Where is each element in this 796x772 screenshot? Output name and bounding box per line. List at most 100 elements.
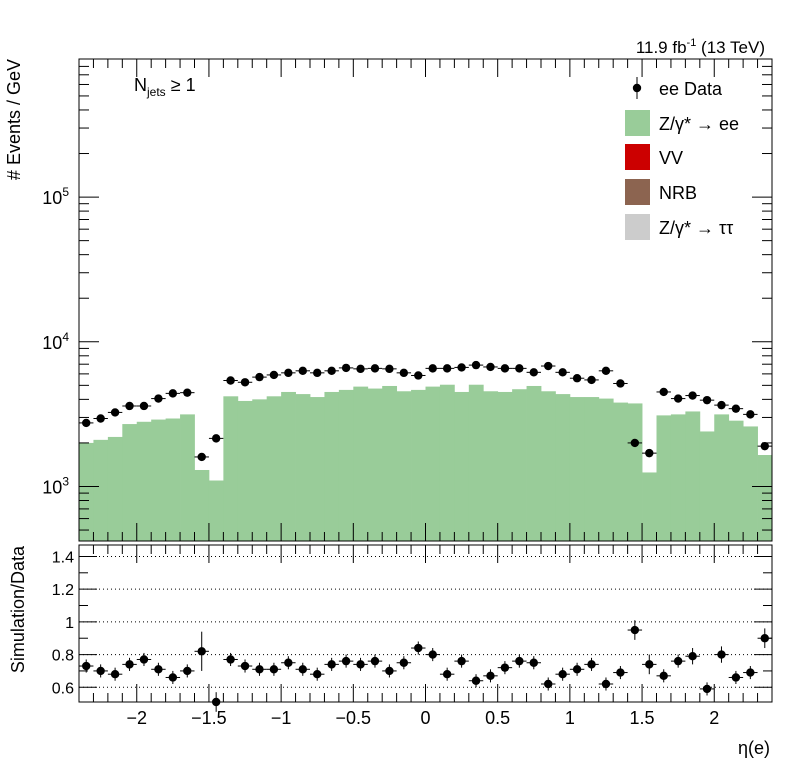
- x-axis-label: η(e): [738, 738, 770, 758]
- mc-bar: [569, 397, 585, 541]
- data-point: [269, 370, 279, 380]
- data-point: [471, 360, 481, 370]
- ratio-point: [414, 643, 423, 653]
- ratio-point: [746, 668, 755, 677]
- data-point: [746, 410, 755, 419]
- mc-bar: [743, 426, 758, 541]
- ratio-point: [385, 666, 394, 676]
- mc-bar: [584, 397, 600, 541]
- mc-bar: [324, 391, 340, 541]
- ratio-y-tick-label: 0.8: [52, 648, 74, 665]
- y-tick-label: 104: [42, 330, 69, 353]
- mc-bar: [699, 431, 715, 541]
- ratio-tick-labels: 0.6 0.8 1 1.2 1.4 −2 −1.5 −1 −0.5 0 0.5 1 1.5 2: [52, 549, 720, 728]
- data-point: [110, 408, 120, 417]
- data-point: [760, 441, 769, 451]
- ratio-point: [197, 647, 206, 656]
- data-point: [558, 368, 567, 377]
- ratio-point: [255, 665, 264, 674]
- mc-bar: [93, 439, 109, 541]
- data-point: [616, 379, 625, 388]
- mc-bar: [526, 385, 542, 541]
- ratio-point: [313, 669, 322, 679]
- mc-bar: [670, 414, 686, 541]
- y-tick-label-exponent: 4: [62, 330, 69, 344]
- mc-bar: [281, 391, 296, 541]
- mc-bar: [208, 480, 224, 541]
- mc-bar: [454, 391, 470, 541]
- legend-swatch: [625, 144, 650, 170]
- legend: ee Data Z/γ* → ee VV NRB Z/γ* → ττ: [625, 77, 739, 240]
- mc-bar: [613, 402, 629, 541]
- data-point: [125, 401, 134, 411]
- data-point: [370, 364, 380, 373]
- main-y-axis-label: # Events / GeV: [4, 59, 24, 180]
- ratio-y-tick-label: 1.4: [52, 549, 74, 566]
- ratio-y-tick-label: 1.2: [52, 582, 74, 599]
- ratio-point: [471, 676, 481, 685]
- ratio-axis-ticks: [78, 545, 773, 702]
- mc-bar: [310, 397, 325, 541]
- mc-bar: [136, 421, 152, 541]
- legend-swatch: [625, 214, 650, 240]
- ratio-point: [356, 660, 365, 669]
- ratio-point: [82, 661, 91, 671]
- y-tick-label-exponent: 5: [62, 185, 69, 199]
- ratio-point: [269, 665, 279, 674]
- ratio-point: [529, 658, 538, 667]
- mc-histogram-bars: [79, 384, 773, 541]
- x-tick-label: 0: [420, 708, 430, 728]
- y-tick-label-base: 10: [42, 188, 62, 208]
- data-point: [500, 364, 510, 373]
- legend-label: Z/γ* → ee: [659, 114, 739, 134]
- mc-bar: [714, 414, 730, 541]
- data-point: [168, 389, 178, 398]
- legend-label: NRB: [659, 183, 697, 203]
- data-point: [645, 448, 654, 458]
- ratio-points: [79, 620, 772, 712]
- ratio-point: [673, 656, 683, 666]
- x-tick-label: 1.5: [630, 708, 655, 728]
- ratio-point: [96, 666, 105, 676]
- ratio-point: [125, 660, 134, 669]
- data-point: [385, 364, 394, 374]
- data-point: [341, 363, 351, 373]
- ratio-y-tick-label: 1: [65, 615, 74, 632]
- data-point: [139, 401, 149, 411]
- ratio-point: [327, 660, 336, 669]
- ratio-point: [601, 679, 611, 689]
- mc-bar: [439, 384, 455, 541]
- data-point: [96, 414, 105, 423]
- data-point: [327, 366, 336, 376]
- mc-bar: [266, 396, 282, 541]
- ratio-point: [226, 655, 235, 664]
- data-point: [399, 368, 409, 378]
- data-point: [630, 438, 640, 448]
- data-point: [82, 418, 91, 428]
- mc-bar: [252, 399, 268, 541]
- data-point: [587, 375, 596, 385]
- ratio-y-tick-label: 0.6: [52, 680, 74, 697]
- mc-bar: [180, 414, 195, 541]
- mc-bar: [728, 420, 744, 541]
- mc-bar: [483, 391, 499, 541]
- lumi-label: 11.9 fb-1 (13 TeV): [636, 37, 765, 57]
- data-point: [572, 374, 582, 383]
- mc-bar: [656, 415, 672, 541]
- ratio-grid: [79, 555, 772, 688]
- y-tick-label: 105: [42, 185, 69, 208]
- data-point: [702, 395, 712, 405]
- data-point: [197, 452, 206, 462]
- mc-bar: [122, 424, 138, 541]
- mc-bar: [295, 394, 311, 541]
- x-tick-label: 1: [565, 708, 575, 728]
- mc-bar: [107, 436, 123, 541]
- mc-bar: [642, 472, 657, 541]
- mc-bar: [598, 398, 614, 541]
- x-tick-label: −2: [126, 708, 147, 728]
- data-point: [486, 362, 495, 372]
- data-point: [154, 394, 163, 403]
- data-points: [79, 360, 772, 462]
- data-point: [544, 361, 553, 371]
- ratio-point: [630, 625, 640, 635]
